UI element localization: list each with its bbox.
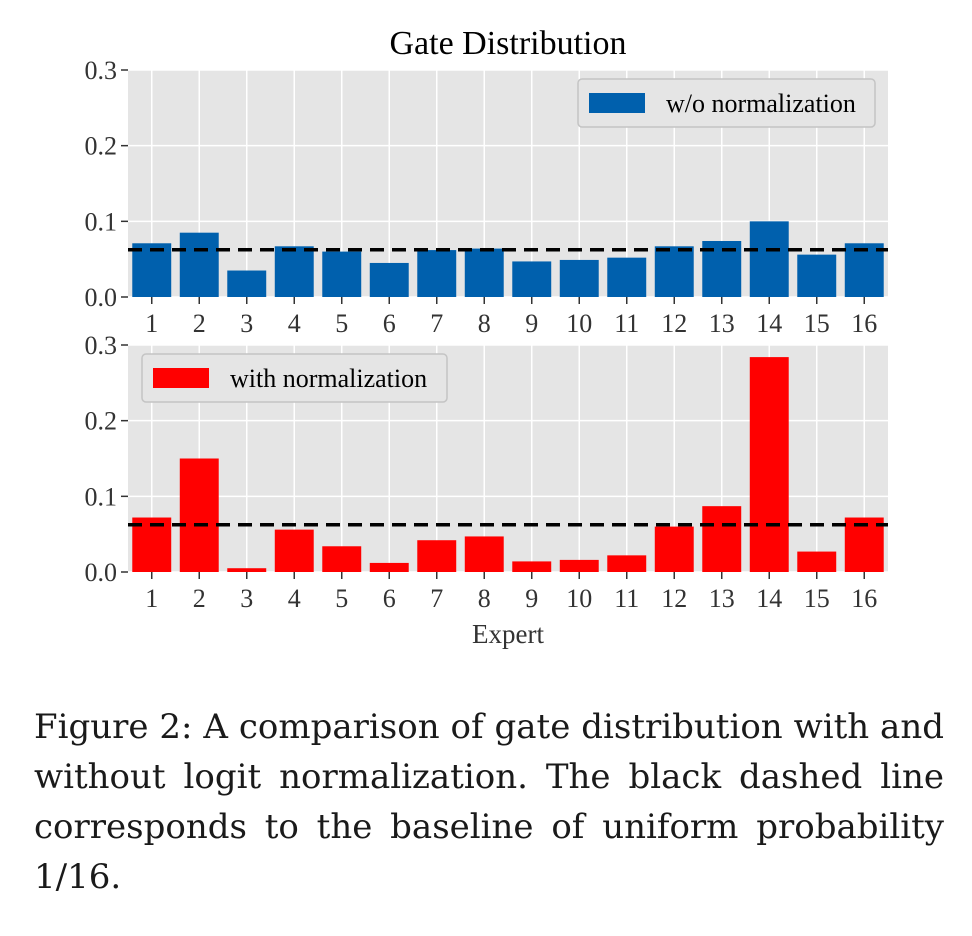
panel-with-normalization: 0.00.10.20.31 2 3 4 5 6 7 8 9 10 11 12 13 14 15 16with … [85, 331, 888, 613]
x-axis-label: Expert [472, 619, 544, 649]
bar-expert-1 [132, 517, 172, 572]
y-tick-label: 0.1 [85, 482, 118, 511]
x-tick-label: 15 [804, 309, 830, 338]
bar-expert-8 [464, 248, 504, 297]
x-tick-label: 5 [335, 309, 348, 338]
bar-expert-13 [702, 506, 742, 572]
x-tick-label: 1 [145, 584, 158, 613]
x-tick-label: 8 [478, 584, 491, 613]
bar-expert-5 [322, 546, 362, 572]
bar-expert-6 [369, 262, 409, 297]
x-tick-label: 12 [661, 584, 687, 613]
panel-without-normalization: 0.00.10.20.31 2 3 4 5 6 7 8 9 10 11 12 13 14 15 16w/o n… [85, 56, 888, 338]
bar-expert-10 [559, 259, 599, 297]
bar-expert-14 [749, 221, 789, 297]
y-tick-label: 0.3 [85, 331, 118, 360]
gate-distribution-figure: Gate Distribution 0.00.10.20.31 2 3 4 5 6 7 8 9 1… [85, 25, 888, 649]
chart-title: Gate Distribution [389, 25, 626, 62]
bar-expert-6 [369, 562, 409, 572]
bar-expert-7 [417, 250, 457, 297]
y-tick-label: 0.1 [85, 207, 118, 236]
figure-caption: Figure 2: A comparison of gate distribut… [34, 707, 944, 897]
x-tick-label: 15 [804, 584, 830, 613]
x-tick-label: 4 [288, 309, 301, 338]
x-tick-label: 13 [709, 584, 735, 613]
x-tick-label: 9 [525, 584, 538, 613]
x-tick-label: 14 [756, 584, 782, 613]
legend: with normalization [141, 353, 448, 403]
x-tick-label: 7 [430, 309, 443, 338]
x-tick-label: 3 [240, 584, 253, 613]
x-tick-label: 11 [614, 309, 639, 338]
bar-expert-14 [749, 357, 789, 572]
bar-expert-2 [179, 232, 219, 297]
x-tick-label: 16 [851, 309, 877, 338]
bar-expert-15 [797, 254, 837, 297]
bar-expert-11 [607, 555, 647, 572]
bar-expert-7 [417, 540, 457, 572]
x-tick-label: 6 [383, 309, 396, 338]
x-tick-label: 8 [478, 309, 491, 338]
bar-expert-12 [654, 526, 694, 572]
x-tick-label: 1 [145, 309, 158, 338]
bar-expert-11 [607, 257, 647, 297]
x-tick-label: 9 [525, 309, 538, 338]
bar-expert-9 [512, 261, 552, 297]
bar-expert-15 [797, 551, 837, 572]
x-tick-label: 4 [288, 584, 301, 613]
x-tick-label: 11 [614, 584, 639, 613]
bar-expert-9 [512, 561, 552, 572]
x-tick-label: 16 [851, 584, 877, 613]
x-tick-label: 5 [335, 584, 348, 613]
legend-box [577, 78, 876, 128]
x-tick-label: 14 [756, 309, 782, 338]
legend-swatch [153, 368, 209, 388]
x-tick-label: 2 [193, 584, 206, 613]
legend-box [141, 353, 448, 403]
bar-expert-10 [559, 559, 599, 572]
bar-expert-2 [179, 458, 219, 572]
x-tick-label: 10 [566, 309, 592, 338]
bar-expert-16 [844, 517, 884, 572]
bar-expert-16 [844, 243, 884, 297]
x-tick-label: 10 [566, 584, 592, 613]
x-tick-label: 12 [661, 309, 687, 338]
legend-swatch [589, 93, 645, 113]
x-tick-label: 13 [709, 309, 735, 338]
bar-expert-4 [274, 529, 314, 572]
bar-expert-8 [464, 536, 504, 572]
y-tick-label: 0.2 [85, 407, 118, 436]
x-tick-label: 7 [430, 584, 443, 613]
x-tick-label: 6 [383, 584, 396, 613]
bar-expert-12 [654, 246, 694, 297]
bar-expert-1 [132, 243, 172, 297]
y-tick-label: 0.3 [85, 56, 118, 85]
bar-expert-3 [227, 270, 267, 297]
legend-label: w/o normalization [666, 89, 856, 118]
legend: w/o normalization [577, 78, 876, 128]
y-tick-label: 0.0 [85, 558, 118, 587]
legend-label: with normalization [230, 364, 427, 393]
y-tick-label: 0.0 [85, 283, 118, 312]
y-tick-label: 0.2 [85, 132, 118, 161]
x-tick-label: 3 [240, 309, 253, 338]
x-tick-label: 2 [193, 309, 206, 338]
bar-expert-5 [322, 251, 362, 297]
bar-expert-4 [274, 246, 314, 297]
bar-expert-3 [227, 568, 267, 572]
